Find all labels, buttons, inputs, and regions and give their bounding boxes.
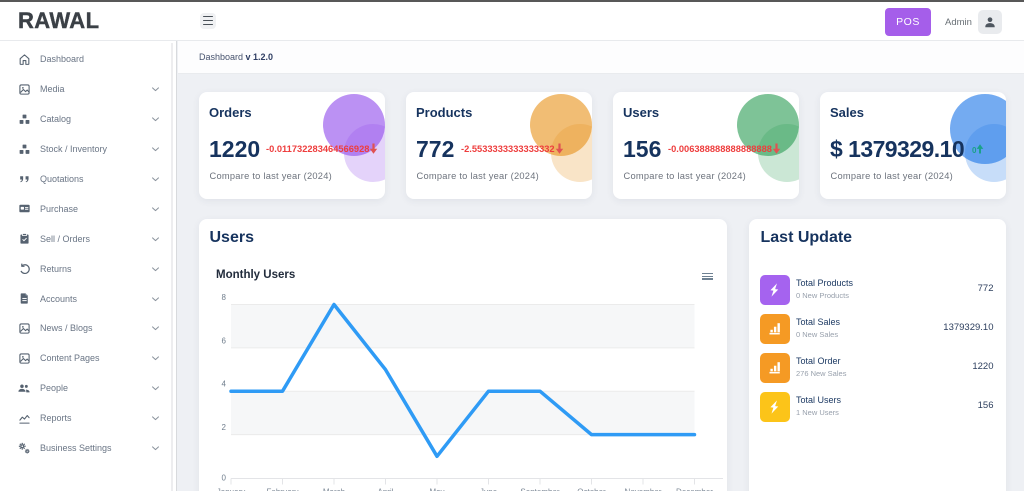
svg-text:January: January xyxy=(217,488,245,491)
svg-text:November: November xyxy=(625,488,662,491)
svg-text:6: 6 xyxy=(222,336,227,345)
svg-text:September: September xyxy=(520,488,559,491)
svg-text:0: 0 xyxy=(222,474,227,483)
svg-text:4: 4 xyxy=(222,380,227,389)
svg-text:December: December xyxy=(676,488,713,491)
svg-text:June: June xyxy=(480,488,498,491)
svg-text:February: February xyxy=(266,488,298,491)
svg-text:March: March xyxy=(323,488,345,491)
svg-text:8: 8 xyxy=(222,293,227,302)
svg-text:2: 2 xyxy=(222,423,227,432)
svg-text:April: April xyxy=(377,488,393,491)
svg-text:October: October xyxy=(577,488,606,491)
svg-text:May: May xyxy=(429,488,444,491)
